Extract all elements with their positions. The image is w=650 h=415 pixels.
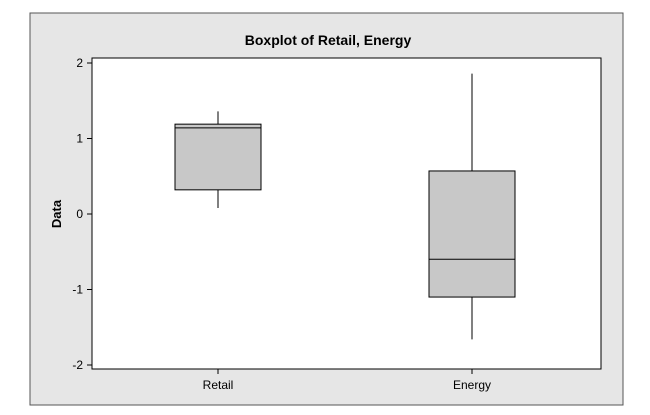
x-tick-label: Energy (453, 378, 491, 392)
y-tick-label: -2 (72, 358, 83, 372)
y-tick-label: 1 (76, 132, 83, 146)
box-energy (428, 73, 516, 340)
iqr-box (428, 170, 516, 298)
x-axis: Retail Energy (203, 369, 491, 392)
box-retail (174, 111, 262, 208)
y-tick-label: -1 (72, 283, 83, 297)
x-tick-label: Retail (203, 378, 234, 392)
plot-area (91, 57, 602, 370)
iqr-box (174, 123, 262, 191)
y-tick-label: 2 (76, 56, 83, 70)
boxes (174, 73, 516, 340)
y-tick-label: 0 (76, 207, 83, 221)
chart-title: Boxplot of Retail, Energy (245, 32, 412, 48)
y-axis-label: Data (49, 199, 64, 228)
y-axis: -2 -1 0 1 2 (72, 56, 92, 372)
